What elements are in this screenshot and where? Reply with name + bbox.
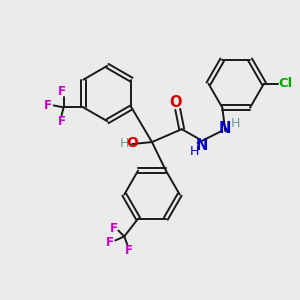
Text: F: F	[58, 115, 66, 128]
Text: H: H	[190, 146, 199, 158]
Text: F: F	[44, 99, 52, 112]
Text: O: O	[126, 136, 138, 150]
Text: Cl: Cl	[279, 77, 293, 90]
Text: H: H	[120, 136, 129, 150]
Text: F: F	[125, 244, 133, 257]
Text: O: O	[169, 95, 182, 110]
Text: N: N	[219, 121, 232, 136]
Text: N: N	[195, 137, 208, 152]
Text: F: F	[58, 85, 66, 98]
Text: H: H	[230, 117, 240, 130]
Text: F: F	[106, 236, 114, 249]
Text: F: F	[110, 222, 118, 235]
